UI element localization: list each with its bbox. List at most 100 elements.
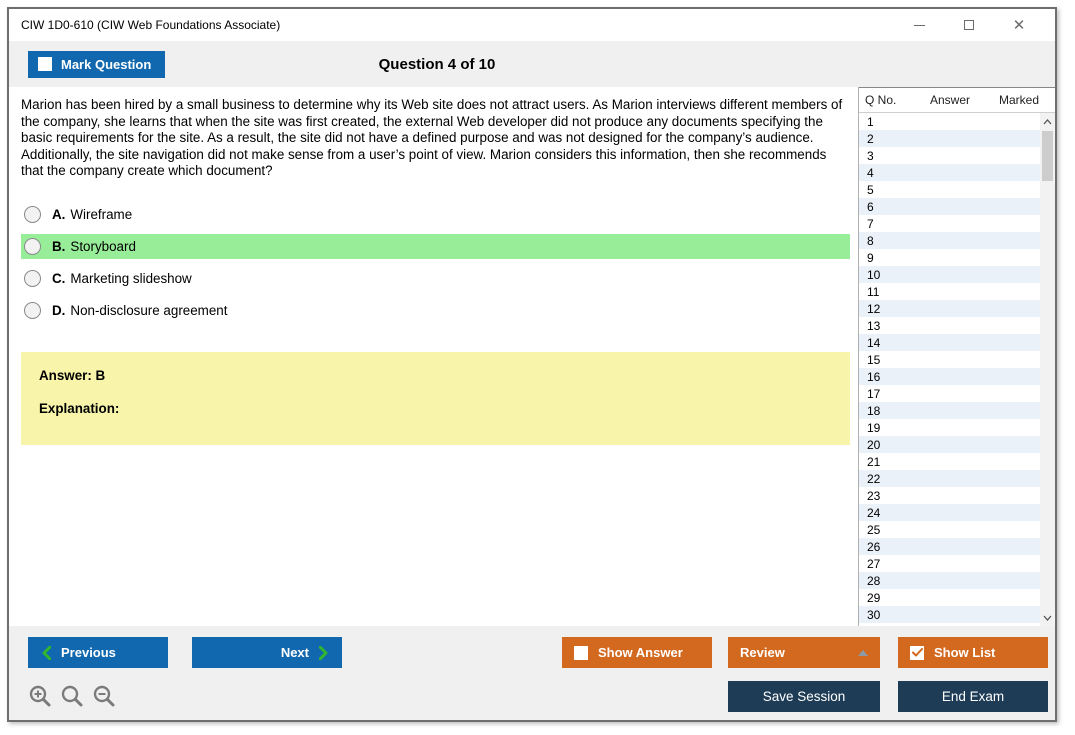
scrollbar-thumb[interactable] <box>1042 131 1053 181</box>
question-list-row[interactable]: 2 <box>859 130 1040 147</box>
zoom-out-icon[interactable] <box>92 684 117 709</box>
question-number: 8 <box>867 233 874 248</box>
answer-option[interactable]: B. Storyboard <box>21 233 850 259</box>
zoom-reset-icon[interactable] <box>60 684 85 709</box>
mark-question-label: Mark Question <box>61 56 152 72</box>
question-list-row[interactable]: 21 <box>859 453 1040 470</box>
radio-button[interactable] <box>24 269 41 287</box>
title-bar: CIW 1D0-610 (CIW Web Foundations Associa… <box>9 9 1055 41</box>
question-list-row[interactable]: 15 <box>859 351 1040 368</box>
mark-question-checkbox[interactable] <box>38 57 52 71</box>
question-list-row[interactable]: 16 <box>859 368 1040 385</box>
question-list-row[interactable]: 6 <box>859 198 1040 215</box>
question-list-body: 1 2 3 4 5 6 7 8 9 10 11 12 13 14 15 <box>859 113 1055 626</box>
footer-row-1: Previous Next Show Answer Review Show Li… <box>28 637 1048 668</box>
answer-label: Answer: B <box>39 367 106 383</box>
question-area: Marion has been hired by a small busines… <box>9 87 858 626</box>
answer-option[interactable]: A. Wireframe <box>21 202 850 227</box>
option-letter: B. <box>52 238 66 254</box>
question-number: 14 <box>867 335 881 350</box>
mark-question-button[interactable]: Mark Question <box>28 50 166 78</box>
question-list-row[interactable]: 7 <box>859 215 1040 232</box>
question-list-row[interactable]: 17 <box>859 385 1040 402</box>
next-label: Next <box>280 645 309 660</box>
question-list-row[interactable]: 5 <box>859 181 1040 198</box>
review-button[interactable]: Review <box>728 637 880 668</box>
question-list-row[interactable]: 14 <box>859 334 1040 351</box>
question-list-row[interactable]: 19 <box>859 419 1040 436</box>
column-header-answer: Answer <box>929 93 970 107</box>
question-number: 15 <box>867 352 881 367</box>
save-session-label: Save Session <box>762 689 846 704</box>
question-list-row[interactable]: 27 <box>859 555 1040 572</box>
next-button[interactable]: Next <box>192 637 342 668</box>
show-answer-button[interactable]: Show Answer <box>562 637 712 668</box>
show-answer-checkbox[interactable] <box>574 645 588 660</box>
question-list-row[interactable]: 8 <box>859 232 1040 249</box>
question-list-row[interactable]: 18 <box>859 402 1040 419</box>
caret-up-icon <box>858 649 868 656</box>
question-number: 5 <box>867 182 874 197</box>
scroll-up-arrow[interactable] <box>1040 113 1055 130</box>
maximize-button[interactable] <box>961 17 977 33</box>
answer-option[interactable]: C. Marketing slideshow <box>21 266 850 291</box>
question-number: 24 <box>867 505 881 520</box>
question-list-row[interactable]: 30 <box>859 606 1040 623</box>
question-list-row[interactable]: 22 <box>859 470 1040 487</box>
question-list-row[interactable]: 4 <box>859 164 1040 181</box>
show-list-checkbox[interactable] <box>910 645 924 660</box>
question-list-row[interactable]: 28 <box>859 572 1040 589</box>
close-button[interactable]: ✕ <box>1011 17 1027 33</box>
end-exam-button[interactable]: End Exam <box>898 681 1048 712</box>
question-list-row[interactable]: 10 <box>859 266 1040 283</box>
question-number: 10 <box>867 267 881 282</box>
question-number: 18 <box>867 403 881 418</box>
option-text: Storyboard <box>70 238 136 254</box>
question-list-row[interactable]: 20 <box>859 436 1040 453</box>
answer-option[interactable]: D. Non-disclosure agreement <box>21 298 850 323</box>
question-number: 9 <box>867 250 874 265</box>
question-list-row[interactable]: 13 <box>859 317 1040 334</box>
previous-button[interactable]: Previous <box>28 637 168 668</box>
question-number: 22 <box>867 471 881 486</box>
question-list-scrollbar[interactable] <box>1040 113 1055 626</box>
question-list-row[interactable]: 25 <box>859 521 1040 538</box>
radio-button[interactable] <box>24 237 41 255</box>
option-letter: D. <box>52 302 66 318</box>
chevron-right-icon <box>319 645 328 660</box>
question-number: 7 <box>867 216 874 231</box>
question-list-row[interactable]: 24 <box>859 504 1040 521</box>
zoom-in-icon[interactable] <box>28 684 53 709</box>
footer-row-2: Save Session End Exam <box>28 681 1048 712</box>
question-list-row[interactable]: 3 <box>859 147 1040 164</box>
question-list-row[interactable]: 26 <box>859 538 1040 555</box>
radio-button[interactable] <box>24 205 41 223</box>
question-list-row[interactable]: 12 <box>859 300 1040 317</box>
question-list-panel: Q No. Answer Marked 1 2 3 4 5 6 7 8 9 10… <box>858 87 1055 626</box>
question-list-row[interactable]: 29 <box>859 589 1040 606</box>
show-list-button[interactable]: Show List <box>898 637 1048 668</box>
question-number: 2 <box>867 131 874 146</box>
options-list: A. Wireframe B. Storyboard C. Marketing … <box>21 202 850 323</box>
question-number: 19 <box>867 420 881 435</box>
question-list-row[interactable]: 9 <box>859 249 1040 266</box>
window-title: CIW 1D0-610 (CIW Web Foundations Associa… <box>21 18 281 32</box>
question-number: 13 <box>867 318 881 333</box>
question-list-row[interactable]: 1 <box>859 113 1040 130</box>
save-session-button[interactable]: Save Session <box>728 681 880 712</box>
scroll-down-arrow[interactable] <box>1040 609 1055 626</box>
option-letter: A. <box>52 206 66 222</box>
radio-button[interactable] <box>24 301 41 319</box>
question-list-row[interactable]: 11 <box>859 283 1040 300</box>
chevron-down-icon <box>1043 615 1052 621</box>
question-number: 28 <box>867 573 881 588</box>
question-number: 3 <box>867 148 874 163</box>
show-list-label: Show List <box>934 645 996 660</box>
zoom-controls <box>28 684 117 709</box>
question-number: 6 <box>867 199 874 214</box>
question-text: Marion has been hired by a small busines… <box>21 97 843 178</box>
question-list-row[interactable]: 23 <box>859 487 1040 504</box>
toolbar: Mark Question Question 4 of 10 <box>9 41 1055 87</box>
minimize-button[interactable] <box>911 17 927 33</box>
question-number: 29 <box>867 590 881 605</box>
